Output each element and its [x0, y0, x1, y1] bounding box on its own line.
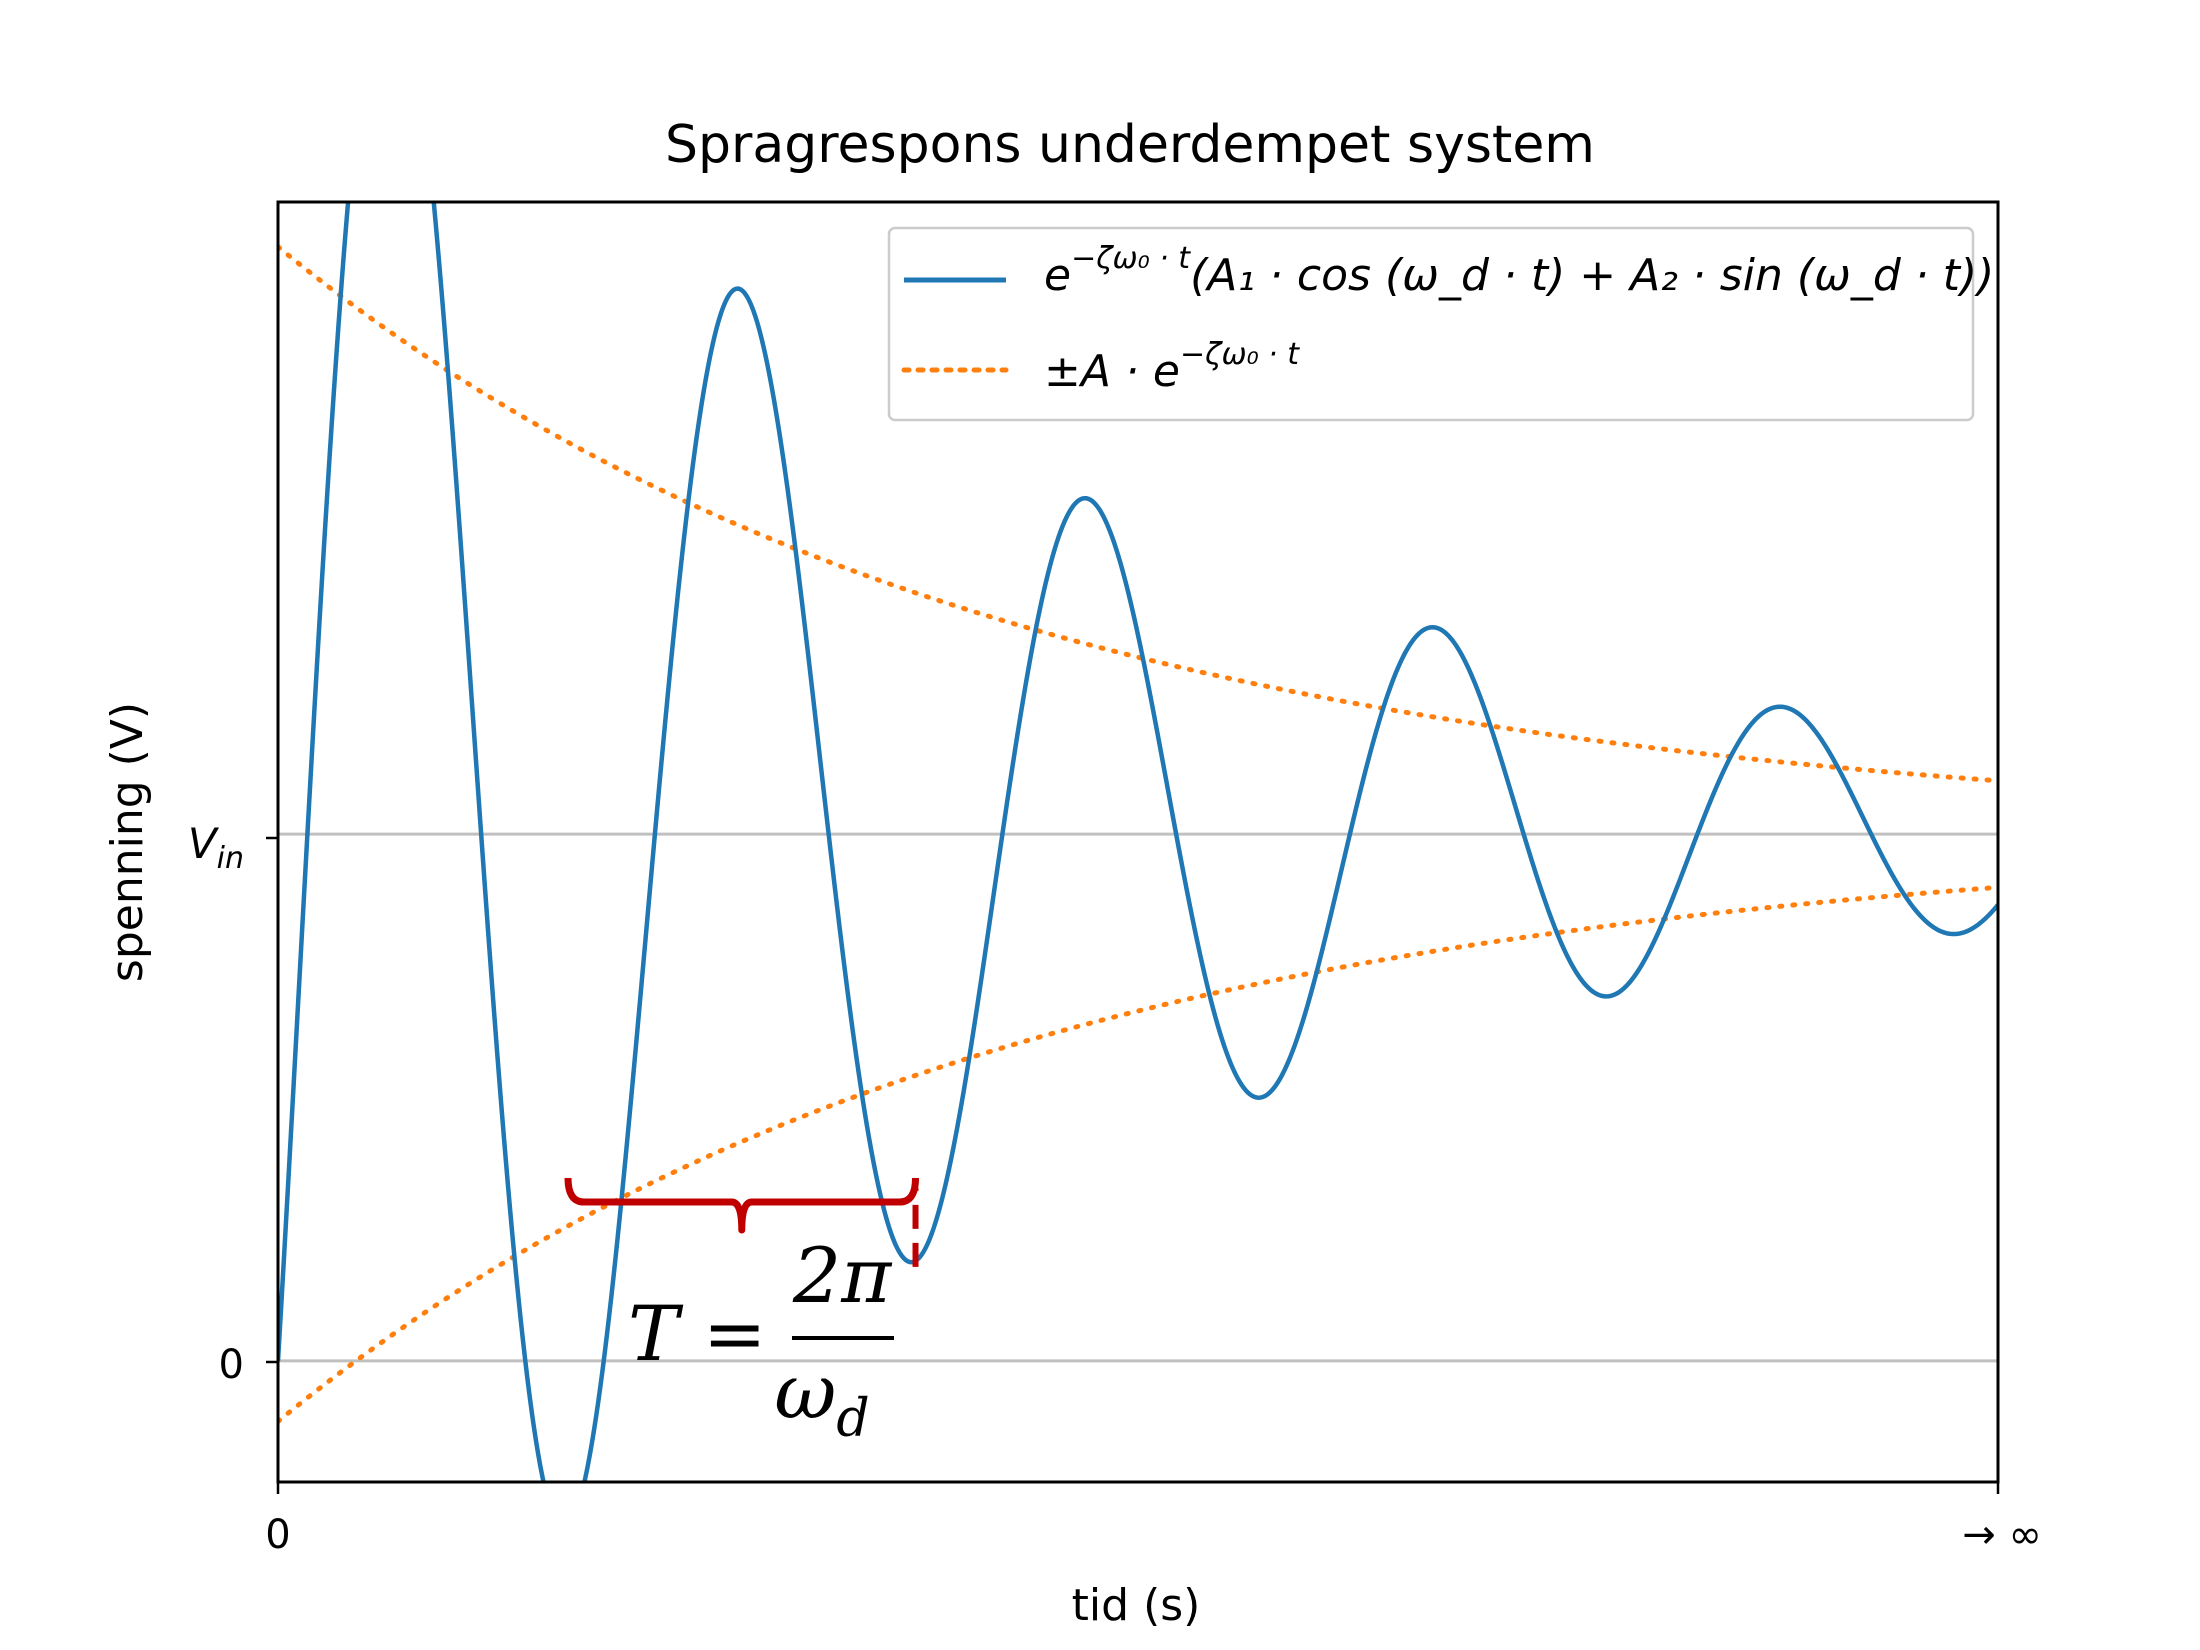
period-formula-lhs: T = [628, 1289, 767, 1378]
period-annotation [564, 1177, 920, 1267]
x-tick-label-zero: 0 [265, 1512, 290, 1558]
chart-title: Spragrespons underdempet system [665, 115, 1595, 175]
series-layer [278, 202, 1998, 1482]
envelope-upper-line [278, 244, 1998, 784]
envelope-lower-line [278, 884, 1998, 1424]
legend-box [887, 226, 1975, 422]
y-tick-label-zero: 0 [219, 1342, 244, 1388]
legend-label-envelope: ±A · e−ζω₀ · t [1044, 337, 1300, 397]
period-formula: T = 2π ωd [628, 1231, 894, 1449]
legend-label-curve: e−ζω₀ · t(A₁ · cos (ω_d · t) + A₂ · sin … [1044, 241, 1994, 301]
y-tick-label-vin: Vin [188, 819, 244, 876]
period-formula-numerator: 2π [792, 1231, 893, 1320]
y-axis-label: spenning (V) [102, 702, 153, 982]
x-axis-label: tid (s) [1072, 1580, 1201, 1631]
x-tick-label-infinity: → ∞ [1962, 1512, 2042, 1558]
period-formula-denominator: ωd [774, 1347, 869, 1449]
legend: e−ζω₀ · t(A₁ · cos (ω_d · t) + A₂ · sin … [887, 226, 1994, 422]
response-curve-line [278, 202, 1998, 1482]
period-bracket [564, 1177, 920, 1234]
plot-frame [276, 200, 2000, 1484]
reference-lines [278, 832, 1998, 1363]
